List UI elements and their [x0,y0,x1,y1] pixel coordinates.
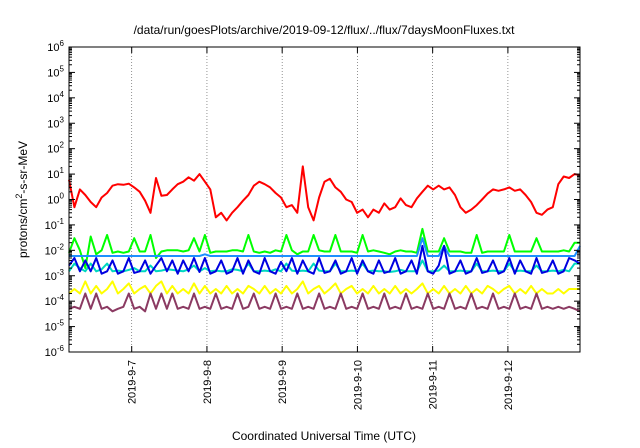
y-tick-label: 103 [47,115,64,130]
y-tick-exponent: 0 [60,192,65,201]
y-tick-exponent: -1 [57,217,65,226]
y-tick-exponent: 4 [60,90,65,99]
x-axis-label: Coordinated Universal Time (UTC) [232,429,416,443]
y-tick-label: 10-5 [45,319,65,334]
y-tick-base: 10 [45,322,57,334]
y-tick-label: 10-6 [45,344,65,359]
x-tick-label: 2019-9-9 [277,360,289,404]
x-tick-label: 2019-9-12 [503,360,515,410]
series-line-5 [68,280,580,295]
y-tick-base: 10 [47,169,59,181]
series-line-1 [68,227,580,270]
y-tick-base: 10 [47,93,59,105]
series-line-4 [68,244,581,275]
y-tick-exponent: 2 [60,141,65,150]
y-tick-label: 106 [47,39,64,54]
y-tick-exponent: 3 [60,115,65,124]
x-tick-label: 2019-9-8 [202,360,214,404]
y-tick-exponent: 5 [60,64,65,73]
y-tick-base: 10 [45,271,57,283]
y-axis-label: protons/cm2-s-sr-MeV [14,141,30,258]
y-axis-label-rest: -s-sr-MeV [16,141,30,194]
y-tick-exponent: -2 [57,242,65,251]
y-axis-ticks: 10-610-510-410-310-210-11001011021031041… [45,39,580,359]
series-line-6 [68,292,581,313]
chart-title: /data/run/goesPlots/archive/2019-09-12/f… [134,23,516,37]
y-tick-label: 10-2 [45,242,65,257]
y-tick-base: 10 [45,296,57,308]
y-tick-exponent: -6 [57,344,65,353]
series-line-0 [68,165,581,222]
y-tick-label: 104 [47,90,64,105]
series-layer [68,165,581,313]
y-tick-label: 10-3 [45,268,65,283]
y-tick-label: 102 [47,141,64,156]
y-tick-exponent: 1 [60,166,65,175]
y-tick-base: 10 [47,42,59,54]
y-tick-exponent: -5 [57,319,65,328]
y-axis-label-sup: 2 [14,194,24,199]
y-tick-label: 10-1 [45,217,65,232]
y-tick-base: 10 [45,220,57,232]
y-tick-exponent: -4 [57,293,65,302]
y-axis-label-base: protons/cm [16,199,30,258]
y-tick-label: 100 [47,192,64,207]
y-tick-base: 10 [45,347,57,359]
y-tick-label: 105 [47,64,64,79]
series-line-3 [69,237,581,257]
x-tick-label: 2019-9-7 [127,360,139,404]
y-tick-base: 10 [47,195,59,207]
x-tick-label: 2019-9-11 [428,360,440,409]
y-tick-base: 10 [47,67,59,79]
y-tick-label: 101 [47,166,64,181]
y-tick-base: 10 [47,118,59,130]
y-tick-exponent: -3 [57,268,65,277]
y-tick-label: 10-4 [45,293,65,308]
y-tick-exponent: 6 [60,39,65,48]
y-tick-base: 10 [47,144,59,156]
x-axis-ticks: 2019-9-7 2019-9-8 2019-9-9 2019-9-10 2019-9-… [127,47,515,410]
x-tick-label: 2019-9-10 [352,360,364,410]
y-tick-base: 10 [45,245,57,257]
